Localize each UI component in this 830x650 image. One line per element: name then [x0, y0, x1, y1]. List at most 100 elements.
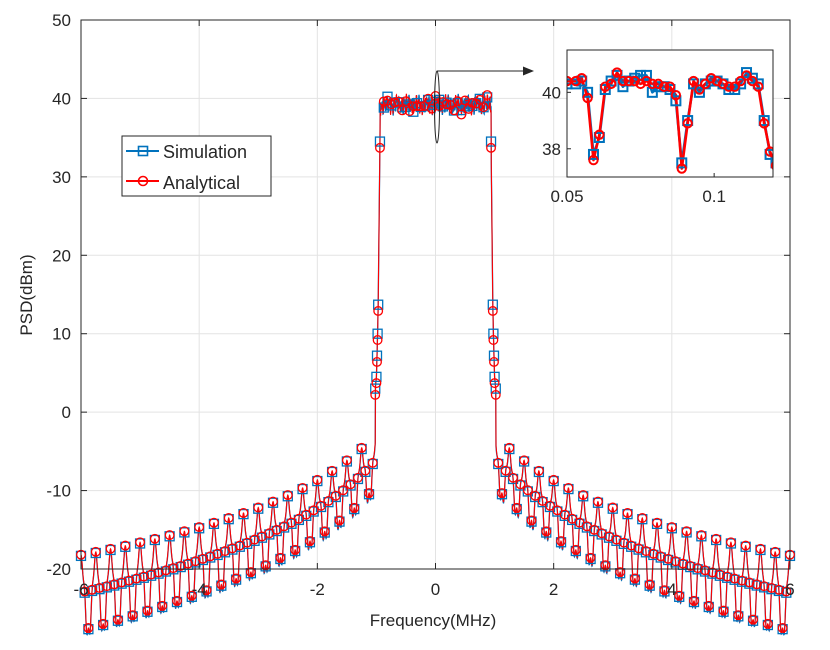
data-point-circle — [751, 579, 762, 590]
data-point-circle — [493, 457, 504, 468]
data-point-circle — [172, 595, 182, 606]
data-point-circle — [131, 573, 142, 584]
inset-point-circle — [658, 81, 670, 92]
inset-point-square — [652, 81, 664, 93]
data-point-circle — [725, 537, 736, 548]
data-point-circle — [545, 500, 555, 511]
inset-ticks: 0.05 0.1 38 40 — [542, 83, 726, 206]
inset-point-square — [770, 157, 773, 169]
data-point-circle — [685, 560, 696, 571]
data-point-circle — [371, 378, 382, 389]
legend-label-analytical: Analytical — [163, 173, 240, 193]
data-point-circle — [186, 590, 197, 601]
legend-marker-analytical — [137, 175, 149, 187]
data-point-circle — [482, 90, 493, 101]
data-point-circle — [489, 378, 500, 389]
inset-point-square — [617, 81, 629, 93]
data-point-circle — [666, 522, 677, 533]
inset-point-square — [576, 75, 588, 87]
data-point-circle — [356, 442, 367, 453]
data-point-circle — [556, 536, 567, 547]
inset-y-tick-label: 40 — [542, 83, 561, 102]
data-point-circle — [644, 579, 655, 590]
data-point-circle — [341, 455, 352, 466]
data-point-circle — [138, 571, 149, 582]
data-point-circle — [297, 482, 308, 493]
y-tick-label: -20 — [46, 560, 71, 579]
data-point-circle — [548, 474, 559, 485]
x-tick-label: -2 — [310, 580, 325, 599]
y-tick-label: 50 — [52, 11, 71, 30]
y-tick-label: 10 — [52, 325, 71, 344]
inset-point-square — [735, 78, 747, 90]
data-point-circle — [245, 567, 256, 577]
data-point-square — [482, 92, 493, 103]
data-point-circle — [353, 472, 363, 483]
inset-point-circle — [605, 78, 617, 90]
data-point-circle — [397, 105, 408, 116]
data-point-circle — [674, 590, 685, 601]
data-point-circle — [737, 575, 747, 586]
inset-point-circle — [723, 81, 735, 92]
x-tick-label: -4 — [192, 580, 207, 599]
data-point-circle — [519, 455, 530, 466]
data-point-circle — [364, 488, 374, 498]
data-point-circle — [94, 583, 105, 593]
data-point-circle — [375, 142, 385, 153]
data-point-circle — [718, 605, 729, 616]
data-point-circle — [511, 502, 522, 513]
data-point-circle — [692, 563, 703, 574]
data-point-circle — [504, 442, 515, 453]
data-point-circle — [744, 577, 755, 588]
data-point-circle — [740, 540, 751, 551]
inset-point-circle — [764, 146, 773, 157]
x-tick-label: -6 — [73, 580, 88, 599]
data-point-circle — [286, 517, 297, 528]
inset-point-square — [676, 157, 688, 169]
data-point-square — [373, 299, 384, 310]
data-point-circle — [449, 105, 459, 116]
data-point-circle — [87, 584, 98, 595]
inset-point-square — [723, 84, 735, 96]
data-point-circle — [105, 543, 116, 554]
data-point-circle — [652, 517, 663, 528]
data-point-circle — [160, 565, 171, 576]
data-point-circle — [567, 513, 578, 524]
data-point-circle — [238, 507, 249, 518]
x-tick-label: 4 — [667, 580, 676, 599]
inset-point-circle — [588, 154, 599, 166]
data-point-circle — [293, 513, 304, 524]
data-point-circle — [707, 567, 718, 578]
x-tick-label: 2 — [549, 580, 558, 599]
data-point-circle — [208, 517, 219, 528]
legend-label-simulation: Simulation — [163, 142, 247, 162]
inset-point-square — [729, 84, 741, 96]
inset-point-circle — [600, 81, 611, 92]
data-point-circle — [552, 505, 563, 516]
x-axis-label: Frequency(MHz) — [370, 611, 497, 630]
data-point-circle — [722, 571, 733, 582]
data-point-circle — [677, 558, 688, 569]
data-point-square — [487, 299, 498, 310]
data-point-circle — [179, 526, 190, 537]
data-point-circle — [714, 569, 725, 580]
data-point-circle — [168, 563, 179, 574]
data-point-circle — [157, 600, 168, 611]
inset-point-square — [752, 78, 764, 90]
inset-point-circle — [623, 75, 634, 87]
data-point-circle — [360, 465, 371, 476]
data-point-circle — [253, 502, 264, 513]
data-point-square — [374, 136, 386, 147]
data-point-circle — [781, 586, 792, 597]
inset-x-tick-label: 0.05 — [550, 187, 583, 206]
data-point-circle — [373, 306, 384, 316]
data-point-circle — [124, 575, 134, 586]
data-point-circle — [488, 335, 499, 345]
data-point-circle — [585, 552, 596, 563]
y-tick-label: 40 — [52, 89, 71, 108]
inset-x-tick-label: 0.1 — [702, 187, 726, 206]
inset-point-circle — [576, 73, 587, 84]
data-point-circle — [120, 540, 131, 551]
